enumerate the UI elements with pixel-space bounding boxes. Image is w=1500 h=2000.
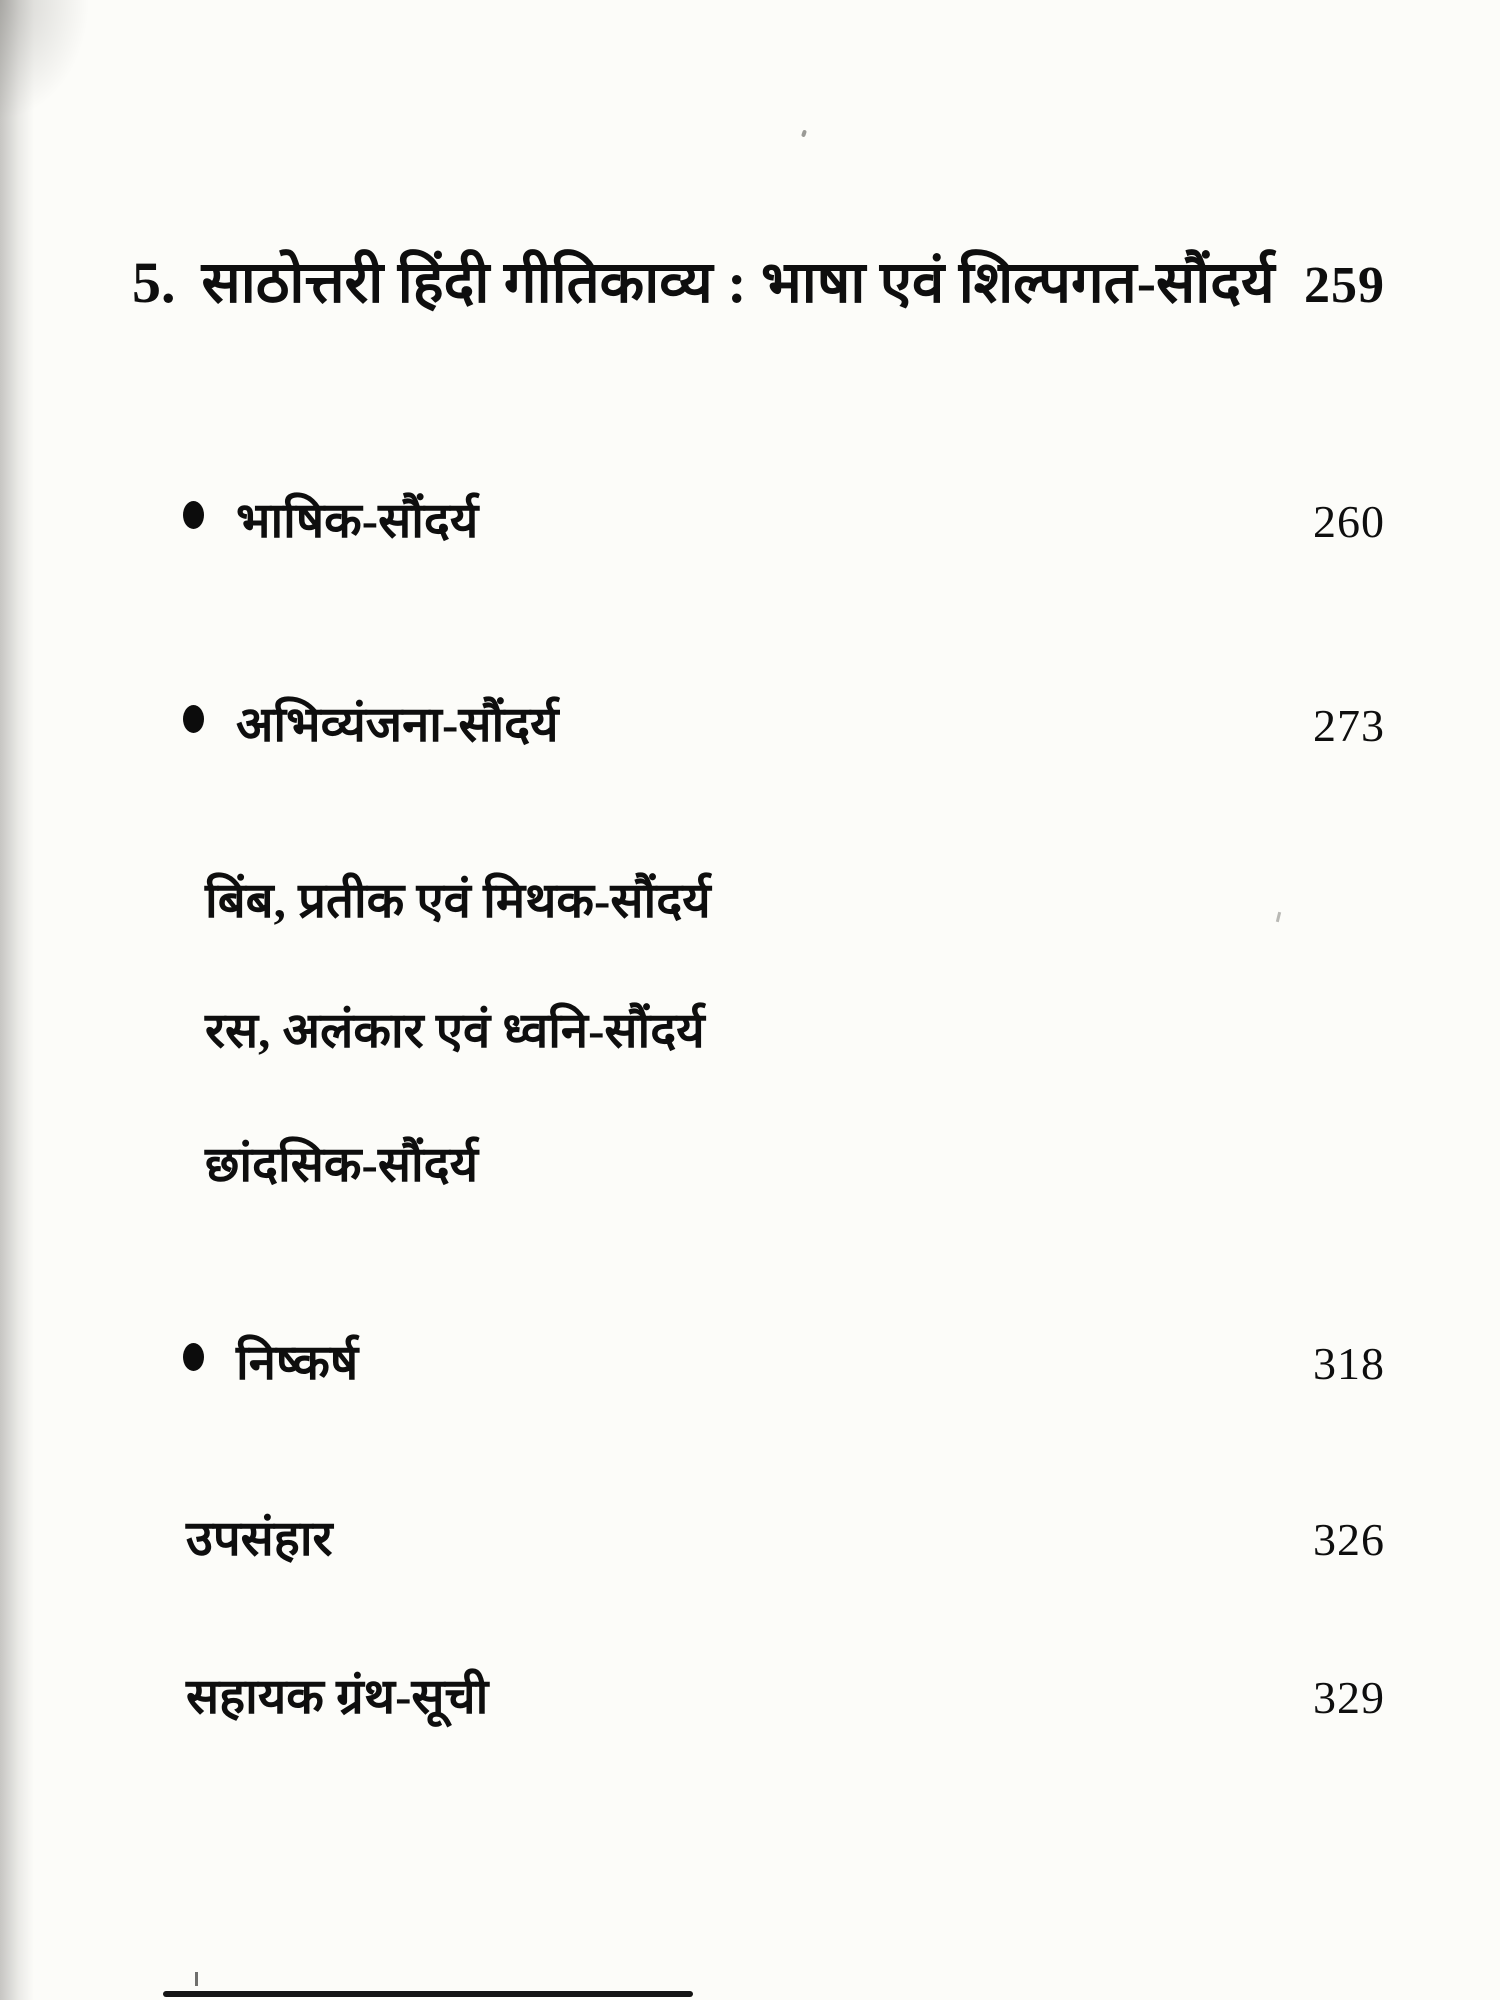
- toc-entry-label: सहायक ग्रंथ-सूची: [186, 1669, 489, 1724]
- chapter-title: साठोत्तरी हिंदी गीतिकाव्य : भाषा एवं शिल…: [201, 250, 1275, 315]
- bullet-icon: [183, 501, 204, 529]
- scan-artifact-tick: [195, 1972, 198, 1986]
- toc-entry: निष्कर्ष 318: [183, 1334, 1385, 1393]
- toc-entry-page: 273: [1313, 700, 1385, 751]
- toc-entry-left: सहायक ग्रंथ-सूची: [186, 1668, 488, 1727]
- toc-entry-left: रस, अलंकार एवं ध्वनि-सौंदर्य: [205, 1002, 705, 1061]
- chapter-heading-row: 5. साठोत्तरी हिंदी गीतिकाव्य : भाषा एवं श…: [132, 248, 1385, 318]
- chapter-page-number: 259: [1304, 257, 1385, 314]
- toc-entry-left: बिंब, प्रतीक एवं मिथक-सौंदर्य: [205, 872, 711, 931]
- toc-subentry: बिंब, प्रतीक एवं मिथक-सौंदर्य: [205, 872, 1385, 931]
- toc-entry-left: अभिव्यंजना-सौंदर्य: [183, 696, 559, 755]
- toc-entry-left: उपसंहार: [186, 1510, 333, 1569]
- toc-entry-label: रस, अलंकार एवं ध्वनि-सौंदर्य: [205, 1003, 705, 1058]
- toc-entry-page: 329: [1313, 1672, 1385, 1723]
- bullet-icon: [183, 705, 204, 733]
- toc-entry: भाषिक-सौंदर्य 260: [183, 492, 1385, 551]
- toc-entry-label: उपसंहार: [186, 1511, 333, 1566]
- toc-entry-label: अभिव्यंजना-सौंदर्य: [236, 697, 559, 752]
- chapter-heading: 5. साठोत्तरी हिंदी गीतिकाव्य : भाषा एवं श…: [132, 248, 1275, 318]
- scan-edge-shadow: [0, 0, 34, 2000]
- toc-entry-page: 260: [1313, 496, 1385, 547]
- toc-entry: अभिव्यंजना-सौंदर्य 273: [183, 696, 1385, 755]
- toc-subentry: छांदसिक-सौंदर्य: [205, 1136, 1385, 1195]
- chapter-number: 5.: [132, 250, 176, 315]
- toc-entry: उपसंहार 326: [186, 1510, 1385, 1569]
- scan-artifact-line: [163, 1991, 693, 1997]
- toc-entry-label: निष्कर्ष: [236, 1335, 359, 1390]
- toc-entry-label: भाषिक-सौंदर्य: [236, 493, 479, 548]
- toc-entry-label: छांदसिक-सौंदर्य: [205, 1137, 479, 1192]
- scan-artifact-dot: [801, 129, 807, 138]
- toc-entry-left: निष्कर्ष: [183, 1334, 358, 1393]
- toc-entry-page: 318: [1313, 1338, 1385, 1389]
- toc-entry: सहायक ग्रंथ-सूची 329: [186, 1668, 1385, 1727]
- bullet-icon: [183, 1343, 204, 1371]
- toc-entry-page: 326: [1313, 1514, 1385, 1565]
- scan-corner-shadow: [0, 0, 90, 120]
- toc-entry-label: बिंब, प्रतीक एवं मिथक-सौंदर्य: [205, 873, 711, 928]
- toc-entry-left: छांदसिक-सौंदर्य: [205, 1136, 478, 1195]
- toc-entry-left: भाषिक-सौंदर्य: [183, 492, 478, 551]
- toc-subentry: रस, अलंकार एवं ध्वनि-सौंदर्य: [205, 1002, 1385, 1061]
